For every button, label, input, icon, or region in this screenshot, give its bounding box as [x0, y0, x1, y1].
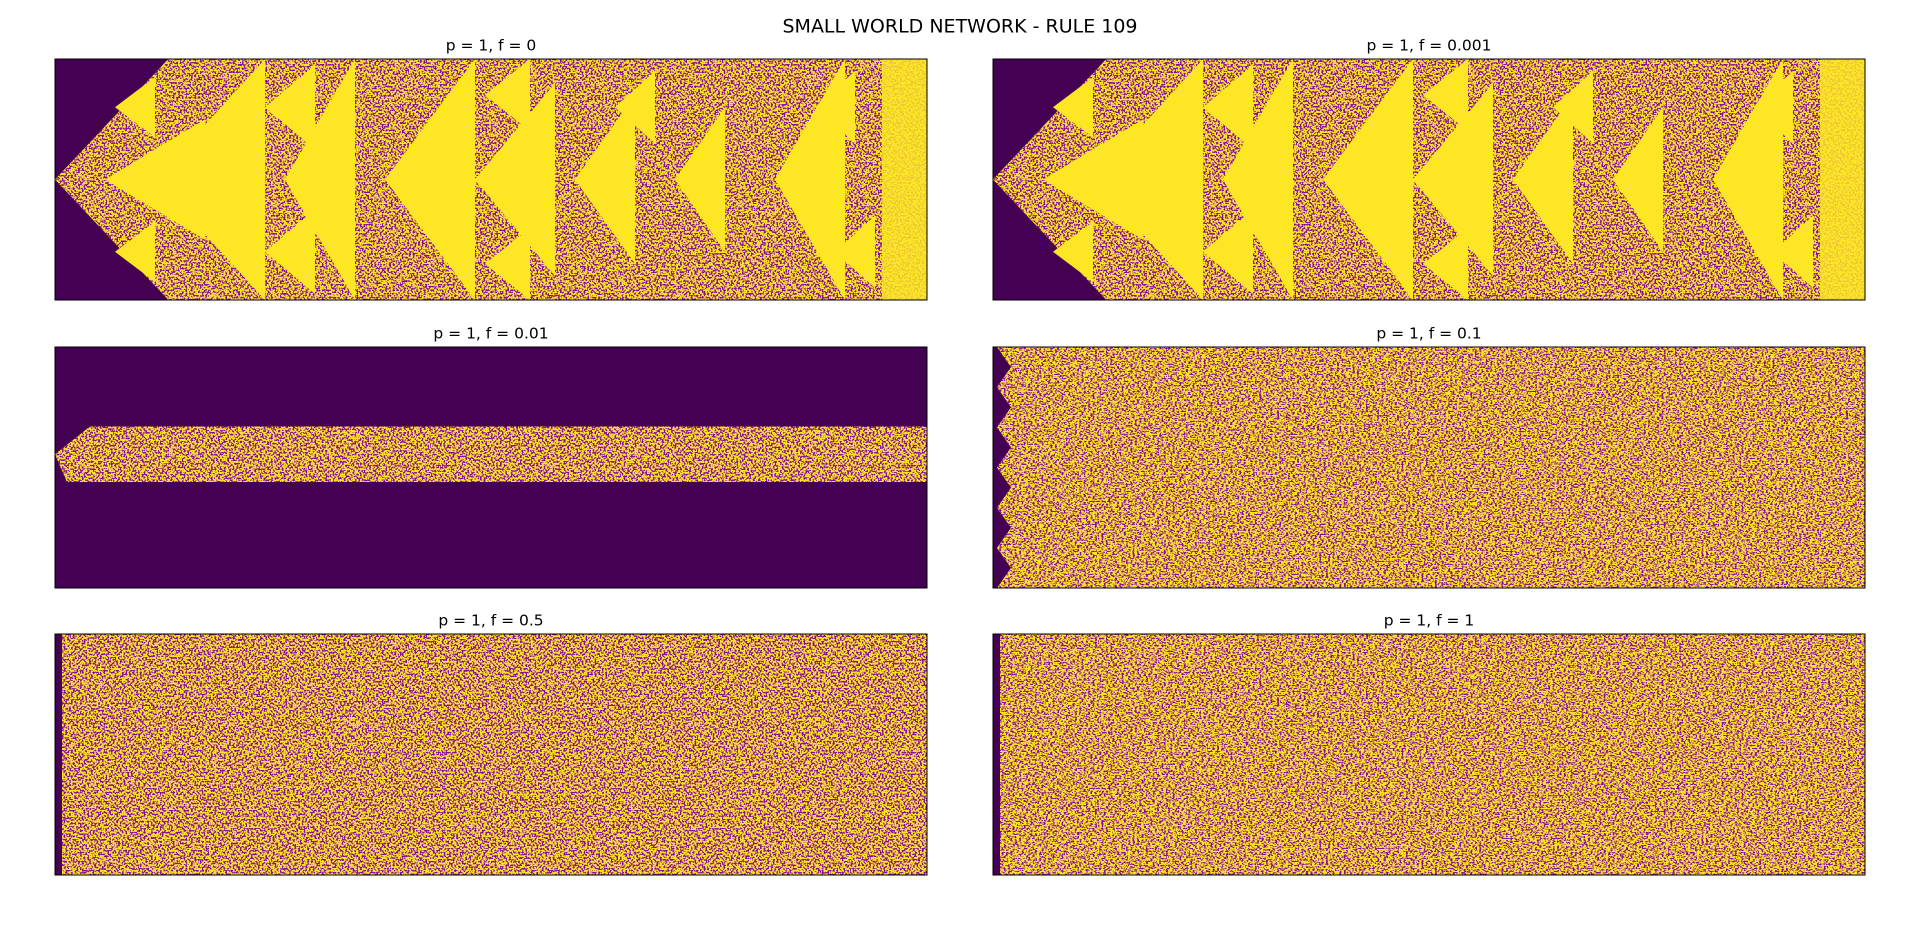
pattern-speckle — [997, 347, 1865, 588]
triangle — [1713, 59, 1783, 300]
triangle — [1773, 215, 1813, 288]
triangle — [115, 221, 155, 282]
triangle — [385, 59, 475, 300]
triangle — [1613, 107, 1663, 252]
triangle — [1203, 209, 1253, 294]
triangle — [485, 227, 530, 300]
panel-frame — [54, 633, 928, 876]
triangle — [835, 215, 875, 288]
panel-title: p = 1, f = 0.01 — [433, 325, 548, 343]
triangle — [615, 71, 655, 144]
triangle — [575, 95, 635, 264]
triangle — [1513, 95, 1573, 264]
automaton-image — [993, 634, 1865, 875]
triangle — [1413, 83, 1493, 276]
triangle — [815, 71, 855, 144]
triangle — [1423, 59, 1468, 132]
triangle — [1093, 59, 1203, 300]
triangle — [1323, 59, 1413, 300]
triangle — [115, 77, 155, 138]
triangle — [1053, 221, 1093, 282]
panel-frame — [54, 346, 928, 589]
automaton-image — [993, 347, 1865, 588]
triangle — [285, 59, 355, 300]
triangle — [1053, 77, 1093, 138]
triangle — [265, 65, 315, 150]
triangle — [1753, 71, 1793, 144]
triangle — [1203, 65, 1253, 150]
automaton-image — [993, 59, 1865, 300]
pattern-speckle — [62, 634, 927, 875]
figure-title: SMALL WORLD NETWORK - RULE 109 — [782, 16, 1137, 38]
triangle — [485, 59, 530, 132]
triangle — [775, 59, 845, 300]
automaton-image — [55, 347, 927, 588]
automaton-image — [55, 634, 927, 875]
panel-frame — [992, 633, 1866, 876]
panel-frame — [992, 346, 1866, 589]
panel-frame — [54, 58, 928, 301]
triangle — [675, 107, 725, 252]
panel-title: p = 1, f = 0.001 — [1366, 37, 1491, 55]
triangle — [475, 83, 555, 276]
stripe — [882, 59, 927, 300]
triangle — [155, 59, 265, 300]
panel-title: p = 1, f = 0.1 — [1376, 325, 1481, 343]
triangle — [1423, 227, 1468, 300]
triangle — [1553, 71, 1593, 144]
panel-title: p = 1, f = 0 — [446, 37, 537, 55]
pattern-speckle — [55, 426, 927, 482]
stripe — [1820, 59, 1865, 300]
pattern-speckle — [1000, 634, 1865, 875]
triangle — [1223, 59, 1293, 300]
panel-title: p = 1, f = 1 — [1384, 612, 1475, 630]
automaton-image — [55, 59, 927, 300]
panel-frame — [992, 58, 1866, 301]
triangle — [265, 209, 315, 294]
panel-title: p = 1, f = 0.5 — [438, 612, 543, 630]
